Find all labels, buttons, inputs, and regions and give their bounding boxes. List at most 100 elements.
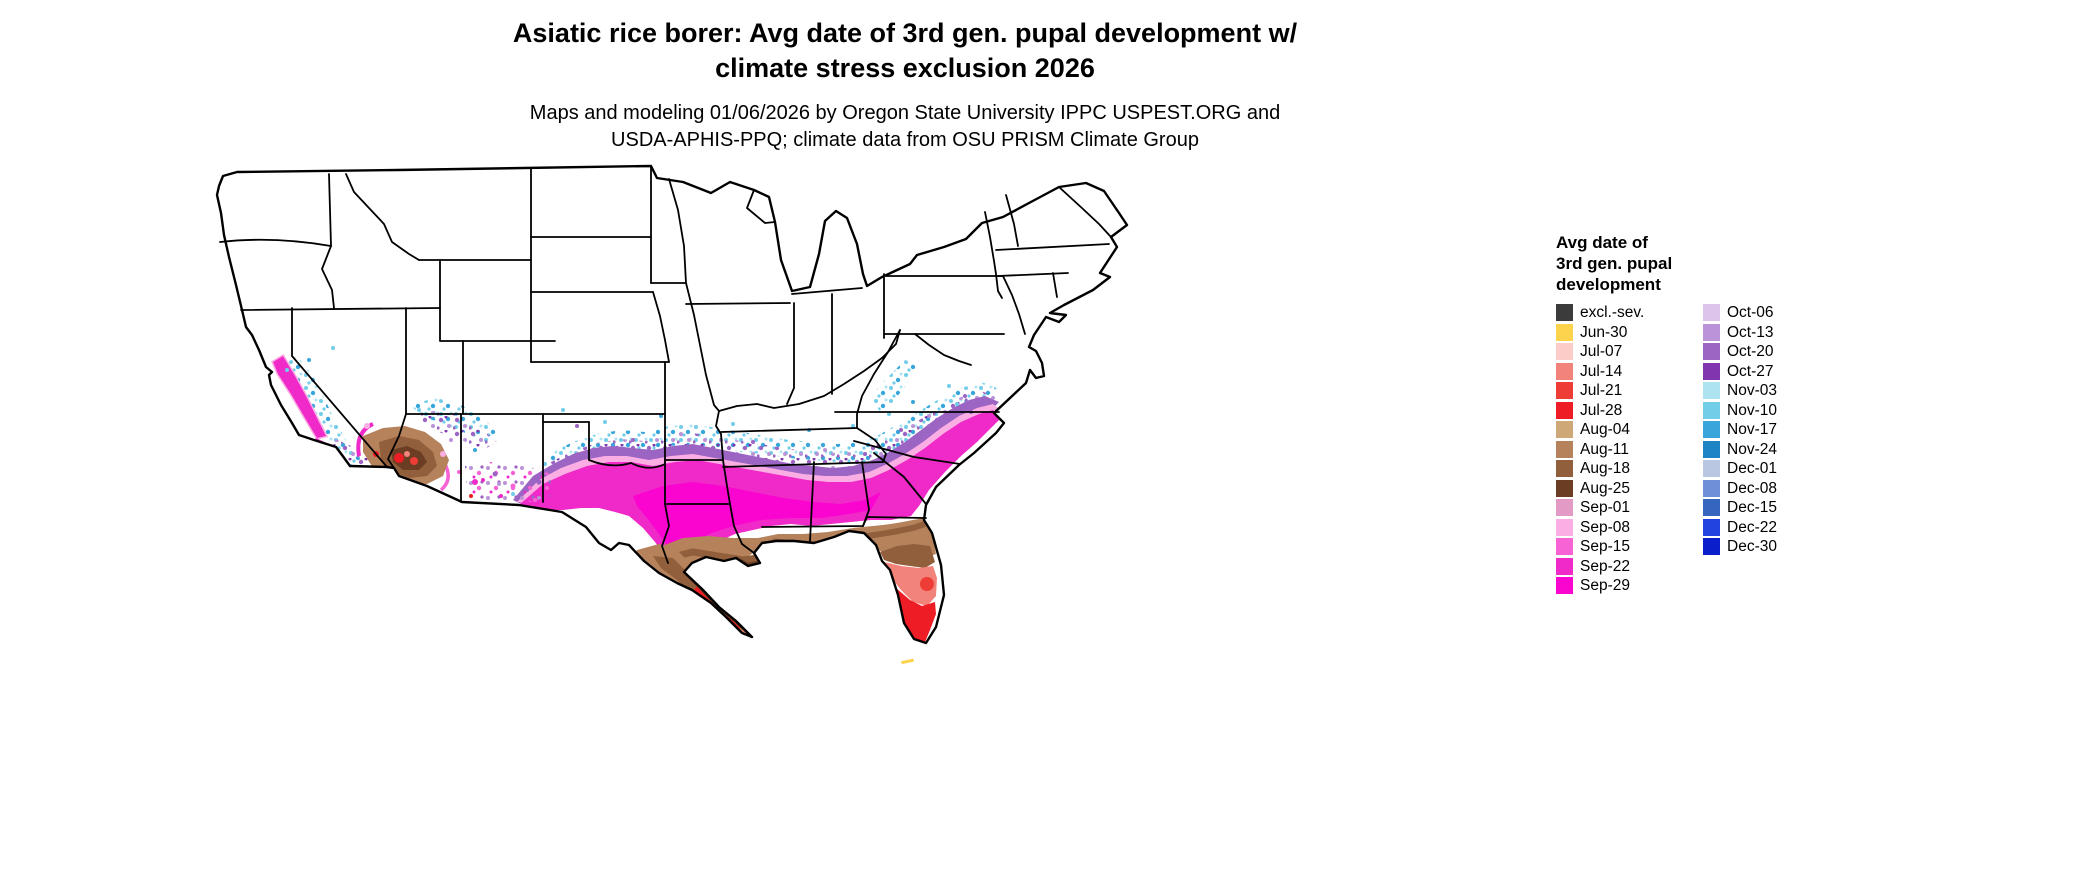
legend-swatch bbox=[1556, 323, 1573, 341]
legend-entry: Nov-17 bbox=[1703, 421, 1777, 438]
legend-swatch bbox=[1703, 499, 1720, 516]
legend-entry: Dec-15 bbox=[1703, 499, 1777, 516]
legend-entry: Aug-04 bbox=[1556, 421, 1703, 438]
legend-label: Oct-20 bbox=[1727, 343, 1774, 360]
legend-entry: Dec-30 bbox=[1703, 538, 1777, 555]
legend-swatch bbox=[1703, 343, 1720, 360]
legend-entry: Jul-14 bbox=[1556, 362, 1703, 380]
legend-swatch bbox=[1556, 382, 1573, 399]
legend-entry: Nov-10 bbox=[1703, 401, 1777, 419]
legend-entry: Sep-08 bbox=[1556, 518, 1703, 536]
legend-swatch bbox=[1556, 401, 1573, 419]
legend-entry: Oct-27 bbox=[1703, 362, 1777, 380]
legend-swatch bbox=[1703, 460, 1720, 477]
legend-label: Aug-11 bbox=[1580, 440, 1629, 458]
legend-title-line3: development bbox=[1556, 275, 1661, 294]
page-title: Asiatic rice borer: Avg date of 3rd gen.… bbox=[0, 16, 1810, 86]
legend-label: Nov-10 bbox=[1727, 401, 1777, 419]
legend-swatch bbox=[1556, 499, 1573, 516]
subtitle-line1: Maps and modeling 01/06/2026 by Oregon S… bbox=[529, 102, 1281, 124]
legend-label: Dec-01 bbox=[1727, 460, 1777, 477]
legend-label: Aug-18 bbox=[1580, 460, 1630, 477]
legend-entry: Oct-20 bbox=[1703, 343, 1777, 360]
legend-swatch bbox=[1703, 401, 1720, 419]
legend-label: Jul-28 bbox=[1580, 401, 1623, 419]
legend-swatch bbox=[1556, 440, 1573, 458]
legend-title: Avg date of 3rd gen. pupal development bbox=[1556, 232, 1777, 295]
legend-swatch bbox=[1703, 538, 1720, 555]
legend-swatch bbox=[1556, 557, 1573, 575]
legend-label: Sep-01 bbox=[1580, 499, 1630, 516]
legend-entry: Sep-15 bbox=[1556, 538, 1703, 555]
legend-entry: excl.-sev. bbox=[1556, 304, 1703, 321]
legend-label: Dec-22 bbox=[1727, 518, 1777, 536]
legend-label: Dec-30 bbox=[1727, 538, 1777, 555]
us-map bbox=[213, 164, 1145, 669]
legend-entry: Jul-28 bbox=[1556, 401, 1703, 419]
legend-label: Sep-22 bbox=[1580, 557, 1630, 575]
state-borders bbox=[219, 165, 1112, 564]
us-map-svg bbox=[215, 164, 1129, 664]
legend-label: Sep-15 bbox=[1580, 538, 1630, 555]
legend-entry: Jul-07 bbox=[1556, 343, 1703, 360]
legend-swatch bbox=[1703, 304, 1720, 321]
legend: Avg date of 3rd gen. pupal development e… bbox=[1556, 232, 1777, 597]
legend-title-line1: Avg date of bbox=[1556, 233, 1648, 252]
legend-entry: Dec-01 bbox=[1703, 460, 1777, 477]
legend-entry: Jul-21 bbox=[1556, 382, 1703, 399]
legend-entry: Nov-24 bbox=[1703, 440, 1777, 458]
legend-entry: Oct-06 bbox=[1703, 304, 1777, 321]
header: Asiatic rice borer: Avg date of 3rd gen.… bbox=[0, 16, 1810, 154]
legend-label: Sep-29 bbox=[1580, 577, 1630, 594]
legend-label: Aug-04 bbox=[1580, 421, 1630, 438]
legend-label: Jul-07 bbox=[1580, 343, 1623, 360]
legend-column-2: Oct-06 Oct-13 Oct-20 Oct-27 bbox=[1703, 304, 1777, 597]
legend-swatch bbox=[1556, 421, 1573, 438]
legend-swatch bbox=[1556, 577, 1573, 594]
page-subtitle: Maps and modeling 01/06/2026 by Oregon S… bbox=[0, 100, 1810, 154]
legend-entry: Dec-08 bbox=[1703, 479, 1777, 497]
legend-column-1: excl.-sev. Jun-30 Jul-07 Jul-14 bbox=[1556, 304, 1703, 597]
legend-label: Nov-17 bbox=[1727, 421, 1777, 438]
raster-regions bbox=[217, 166, 1127, 643]
legend-label: Aug-25 bbox=[1580, 479, 1630, 497]
legend-label: Dec-08 bbox=[1727, 479, 1777, 497]
subtitle-line2: USDA-APHIS-PPQ; climate data from OSU PR… bbox=[611, 129, 1199, 151]
legend-entry: Aug-25 bbox=[1556, 479, 1703, 497]
legend-swatch bbox=[1703, 518, 1720, 536]
legend-label: Dec-15 bbox=[1727, 499, 1777, 516]
legend-swatch bbox=[1703, 382, 1720, 399]
speckle-dots bbox=[285, 346, 973, 502]
legend-swatch bbox=[1703, 479, 1720, 497]
legend-swatch bbox=[1703, 421, 1720, 438]
legend-label: Jun-30 bbox=[1580, 323, 1628, 341]
legend-label: Oct-06 bbox=[1727, 304, 1774, 321]
legend-entry: Dec-22 bbox=[1703, 518, 1777, 536]
legend-entry: Aug-11 bbox=[1556, 440, 1703, 458]
keys-fragment bbox=[901, 658, 914, 664]
legend-entry: Aug-18 bbox=[1556, 460, 1703, 477]
legend-swatch bbox=[1703, 440, 1720, 458]
legend-label: Oct-13 bbox=[1727, 323, 1774, 341]
legend-columns: excl.-sev. Jun-30 Jul-07 Jul-14 bbox=[1556, 304, 1777, 597]
us-outline bbox=[215, 164, 1129, 645]
legend-label: Jul-21 bbox=[1580, 382, 1623, 399]
legend-label: Nov-03 bbox=[1727, 382, 1777, 399]
title-line2: climate stress exclusion 2026 bbox=[715, 53, 1095, 83]
legend-swatch bbox=[1556, 362, 1573, 380]
legend-swatch bbox=[1703, 362, 1720, 380]
legend-entry: Oct-13 bbox=[1703, 323, 1777, 341]
legend-label: excl.-sev. bbox=[1580, 304, 1645, 321]
legend-label: Jul-14 bbox=[1580, 362, 1623, 380]
legend-entry: Sep-29 bbox=[1556, 577, 1703, 594]
legend-swatch bbox=[1556, 460, 1573, 477]
legend-entry: Sep-01 bbox=[1556, 499, 1703, 516]
legend-swatch bbox=[1556, 479, 1573, 497]
legend-entry: Jun-30 bbox=[1556, 323, 1703, 341]
legend-entry: Sep-22 bbox=[1556, 557, 1703, 575]
title-line1: Asiatic rice borer: Avg date of 3rd gen.… bbox=[512, 18, 1298, 48]
legend-swatch bbox=[1556, 304, 1573, 321]
legend-swatch bbox=[1703, 323, 1720, 341]
legend-label: Sep-08 bbox=[1580, 518, 1630, 536]
